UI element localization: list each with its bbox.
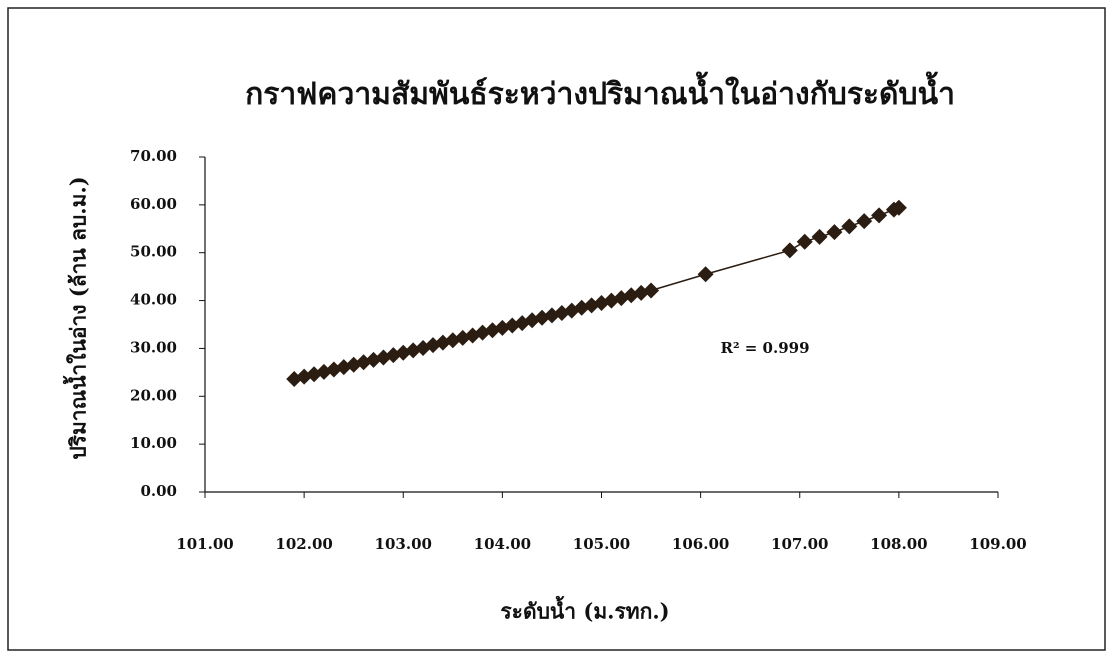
x-axis-label: ระดับน้ำ (ม.รทก.) bbox=[500, 596, 669, 624]
y-tick-label: 30.00 bbox=[130, 338, 177, 356]
data-point bbox=[643, 282, 660, 299]
data-point bbox=[890, 199, 907, 216]
data-point bbox=[811, 228, 828, 245]
data-point bbox=[841, 218, 858, 235]
y-tick-label: 40.00 bbox=[130, 291, 177, 309]
x-tick-label: 108.00 bbox=[870, 535, 927, 553]
data-point bbox=[856, 213, 873, 230]
y-tick-label: 50.00 bbox=[130, 243, 177, 261]
data-point bbox=[697, 266, 714, 283]
y-tick-label: 0.00 bbox=[140, 482, 177, 500]
y-tick-label: 10.00 bbox=[130, 434, 177, 452]
x-tick-label: 102.00 bbox=[275, 535, 332, 553]
x-tick-label: 107.00 bbox=[771, 535, 828, 553]
data-point bbox=[871, 207, 888, 224]
x-tick-label: 105.00 bbox=[573, 535, 630, 553]
y-tick-label: 60.00 bbox=[130, 195, 177, 213]
chart-frame bbox=[7, 7, 1106, 651]
x-tick-label: 106.00 bbox=[672, 535, 729, 553]
chart-title: กราฟความสัมพันธ์ระหว่างปริมาณน้ำในอ่างกั… bbox=[245, 71, 955, 112]
data-point bbox=[781, 242, 798, 259]
r-squared-annotation: R² = 0.999 bbox=[720, 339, 809, 357]
x-tick-label: 101.00 bbox=[176, 535, 233, 553]
y-tick-label: 70.00 bbox=[130, 147, 177, 165]
data-point bbox=[826, 224, 843, 241]
x-tick-label: 103.00 bbox=[375, 535, 432, 553]
y-axis-label: ปริมาณน้ำในอ่าง (ล้าน ลบ.ม.) bbox=[63, 176, 91, 459]
x-tick-label: 104.00 bbox=[474, 535, 531, 553]
y-tick-label: 20.00 bbox=[130, 386, 177, 404]
data-point bbox=[796, 233, 813, 250]
x-tick-label: 109.00 bbox=[969, 535, 1026, 553]
